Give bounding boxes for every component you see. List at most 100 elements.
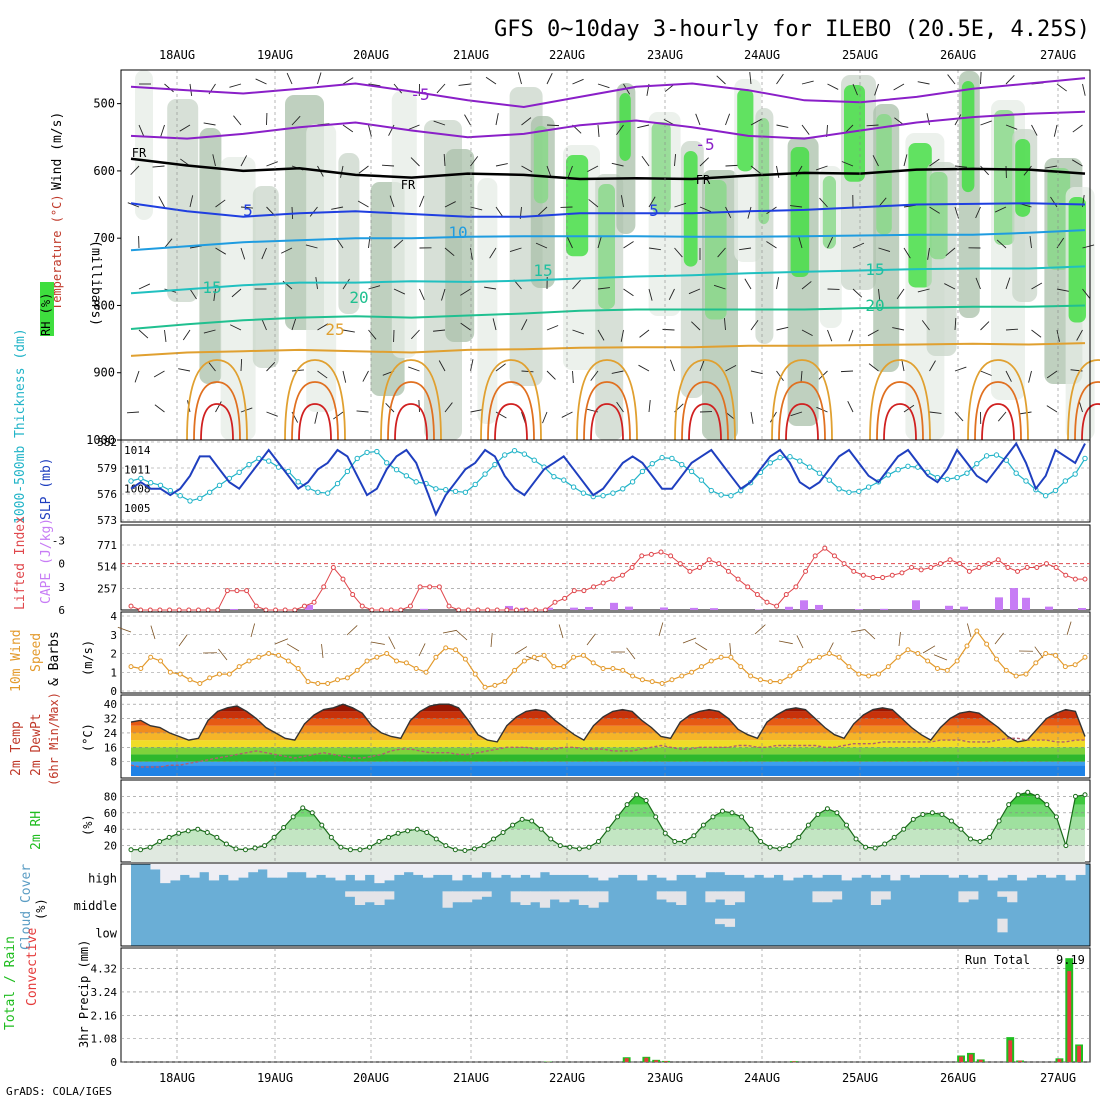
rh-point [500, 829, 506, 835]
wind-speed-point [836, 654, 842, 660]
cloud-gap [500, 864, 512, 875]
wind-barb [699, 359, 705, 372]
lifted-index-point [1043, 561, 1049, 567]
wind-barb [744, 278, 752, 290]
wind-barb [495, 163, 508, 167]
wind-speed-point [148, 654, 154, 660]
wind-barb [801, 80, 814, 85]
cloud-gap [315, 864, 327, 875]
thickness-point [462, 489, 469, 495]
rh-moist-blob [651, 122, 671, 214]
wind-speed-point [138, 666, 144, 671]
cape-bar [755, 609, 763, 610]
lifted-index-point [1053, 565, 1059, 570]
lifted-tick-label: 3 [58, 581, 65, 594]
rh-point [166, 834, 172, 840]
wind-speed-point [226, 671, 232, 677]
wind-barb [597, 287, 610, 290]
wind-barb [638, 364, 650, 372]
cloud-gap [247, 864, 259, 873]
wind-barb [648, 247, 661, 251]
precip-conv-bar [959, 1056, 963, 1062]
isotherm-label: 25 [325, 320, 344, 339]
precip-conv-bar [791, 1061, 796, 1062]
thickness-point [610, 490, 616, 496]
lifted-index-point [552, 599, 558, 605]
wind-barb [138, 124, 145, 137]
wind-barb [317, 323, 329, 331]
wind-barb [342, 370, 347, 383]
wind-barb [611, 370, 624, 374]
wind-barb [203, 122, 216, 126]
lifted-index-point [629, 565, 635, 570]
lifted-index-point [735, 576, 741, 582]
wind-barb [917, 81, 930, 85]
rh-point [271, 834, 277, 840]
rh-point [462, 848, 468, 854]
wind-barb [597, 236, 602, 249]
cloud-gap [452, 864, 463, 881]
warm-isotherm-arc [291, 381, 339, 441]
rh-point [300, 805, 306, 811]
cloud-row-label: middle [74, 899, 117, 913]
wind-barb [521, 117, 532, 126]
cloud-gap [637, 864, 648, 881]
wind-speed-point [217, 671, 223, 677]
warm-isotherm-arc [284, 359, 346, 441]
wind-barb [368, 83, 381, 87]
temp-tick-label: 16 [104, 741, 117, 754]
wind-barb [274, 638, 289, 645]
cape-bar [625, 606, 633, 610]
warm-isotherm-arc [494, 403, 528, 441]
cloud-gap [822, 891, 833, 903]
thickness-point [265, 458, 272, 464]
lifted-index-point [147, 607, 153, 613]
rh-point [433, 836, 439, 842]
rh-point [939, 811, 945, 817]
wind-barb [309, 206, 318, 217]
wind-barb [778, 640, 793, 645]
cloud-gap [345, 891, 356, 897]
cloud-gap [539, 891, 551, 908]
lifted-index-point [176, 607, 182, 613]
thickness-point [688, 468, 695, 475]
wind-barb [489, 247, 497, 259]
rh-moist-blob [790, 147, 810, 278]
cloud-gap [715, 918, 726, 925]
wind-barb [944, 283, 956, 290]
wind-barb [597, 83, 610, 89]
wind-barb [801, 124, 810, 135]
wind-speed-point [816, 654, 822, 660]
wind-barb [620, 195, 624, 208]
rh-point [691, 833, 697, 839]
lifted-index-point [899, 570, 905, 576]
isotherm-line [130, 304, 1086, 330]
cloud-row-label: high [88, 872, 117, 886]
wind-barb [852, 288, 863, 298]
thickness-point [698, 477, 705, 483]
wind-barb [623, 241, 634, 249]
rh-moist-blob [705, 180, 727, 320]
wind-barb [674, 247, 683, 258]
thickness-point [659, 454, 665, 461]
thickness-point [177, 493, 183, 499]
wind-barb [662, 328, 675, 331]
minmax-axis-title: (6hr Min/Max) [47, 692, 61, 786]
precip-tick-label: 2.16 [91, 1009, 118, 1022]
cape-axis-title: CAPE (J/kg) [39, 518, 54, 604]
wind-barb [546, 73, 553, 85]
wind-barb [1005, 277, 1011, 290]
wind-speed-point [708, 658, 714, 664]
lifted-index-point [909, 565, 915, 570]
top-date-label: 21AUG [453, 48, 489, 62]
slp-tick-label: 1011 [124, 463, 151, 476]
cloud-gap [598, 891, 609, 903]
wind-barb [150, 625, 156, 640]
wind-barb [1053, 124, 1058, 137]
precip-conv-bar [644, 1057, 649, 1062]
wind-speed-point [443, 645, 449, 651]
wind-barb [215, 199, 226, 208]
wind-barb [484, 286, 497, 290]
rh-point [252, 845, 258, 851]
isotherm-line [130, 202, 1086, 218]
